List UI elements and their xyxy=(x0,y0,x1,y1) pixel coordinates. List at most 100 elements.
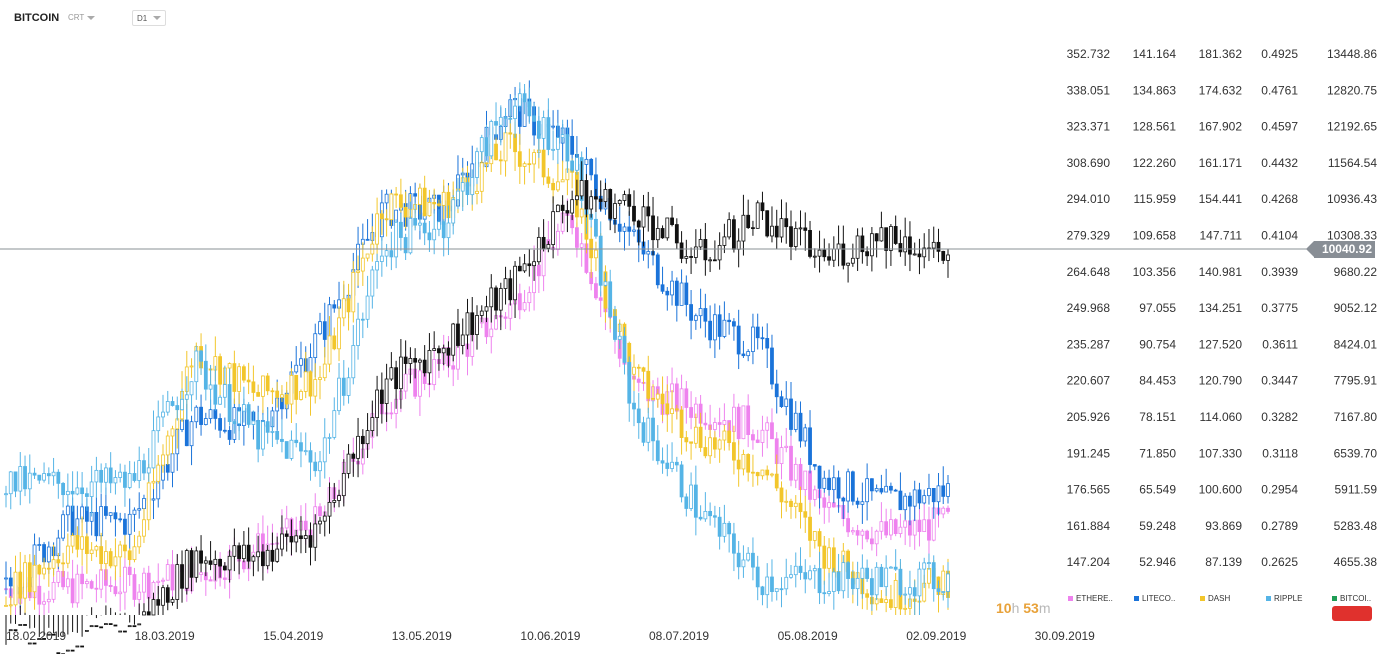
price-tick-label: 128.561 xyxy=(1133,120,1177,134)
candle-body xyxy=(522,93,527,103)
candle-body xyxy=(860,501,865,505)
candle-body xyxy=(798,502,803,513)
timeframe-select[interactable]: D1 xyxy=(132,10,166,26)
candle-body xyxy=(746,405,751,435)
candle-body xyxy=(641,367,646,372)
price-tick-label: 9052.12 xyxy=(1334,301,1378,315)
candle-body xyxy=(403,206,408,218)
candle-body xyxy=(389,193,394,221)
candle-body xyxy=(884,599,889,603)
candle-body xyxy=(751,434,755,441)
candle-body xyxy=(270,390,275,393)
date-tick-label: 10.06.2019 xyxy=(520,629,580,643)
candle-body xyxy=(161,587,165,606)
candle-body xyxy=(879,488,884,493)
candle-body xyxy=(651,215,655,241)
candle-timer: 10h 53m xyxy=(996,600,1051,616)
candle-body xyxy=(922,519,927,533)
candle-body xyxy=(137,623,142,626)
candle-body xyxy=(670,217,674,225)
legend-swatch xyxy=(1068,596,1073,601)
candle-body xyxy=(632,366,636,375)
candle-body xyxy=(665,403,670,414)
price-tick-label: 0.3118 xyxy=(1262,446,1298,460)
price-tick-label: 7795.91 xyxy=(1334,374,1378,388)
candle-body xyxy=(384,250,389,257)
candle-body xyxy=(318,520,322,525)
candle-body xyxy=(118,544,123,558)
candle-body xyxy=(375,261,379,271)
candle-body xyxy=(194,350,199,383)
candle-body xyxy=(437,348,441,354)
candle-body xyxy=(684,437,689,443)
red-action-button[interactable] xyxy=(1332,606,1372,621)
candle-body xyxy=(703,511,708,520)
candle-body xyxy=(479,162,484,192)
candle-body xyxy=(313,461,318,472)
candle-body xyxy=(75,535,80,550)
candle-body xyxy=(303,450,308,453)
candle-body xyxy=(789,574,793,578)
candle-body xyxy=(237,410,242,425)
candle-body xyxy=(104,506,108,516)
candle-body xyxy=(603,189,608,202)
chart-kind-select[interactable]: CRT xyxy=(68,13,96,22)
legend-item[interactable]: BITCOI.. xyxy=(1332,594,1387,603)
legend-item[interactable]: LITECO.. xyxy=(1134,594,1200,603)
candle-body xyxy=(156,464,161,482)
candle-body xyxy=(784,445,789,448)
candle-body xyxy=(51,559,56,569)
candle-body xyxy=(546,244,551,249)
candle-body xyxy=(746,552,751,561)
price-tick-label: 0.4432 xyxy=(1261,156,1298,170)
candle-body xyxy=(184,419,189,447)
candle-body xyxy=(284,518,289,529)
candle-body xyxy=(337,317,341,350)
candle-body xyxy=(808,516,812,541)
candle-body xyxy=(693,315,698,321)
candle-body xyxy=(432,202,437,205)
candle-body xyxy=(479,137,484,153)
candle-body xyxy=(765,210,770,237)
candle-body xyxy=(798,463,803,491)
candle-body xyxy=(118,591,123,595)
price-tick-label: 154.441 xyxy=(1199,192,1243,206)
candle-body xyxy=(927,567,931,584)
candle-body xyxy=(670,280,674,296)
candle-body xyxy=(294,364,299,373)
candle-body xyxy=(784,500,789,503)
price-tick-label: 235.287 xyxy=(1067,337,1111,351)
candle-body xyxy=(946,483,950,497)
candle-body xyxy=(827,502,831,508)
candle-body xyxy=(398,356,403,390)
legend-item[interactable]: ETHERE.. xyxy=(1068,594,1134,603)
candle-body xyxy=(508,117,513,120)
candle-body xyxy=(89,581,94,589)
candle-body xyxy=(865,251,870,257)
candle-body xyxy=(817,249,822,257)
candle-body xyxy=(846,471,850,502)
candle-body xyxy=(99,546,104,565)
candle-body xyxy=(598,198,603,202)
candle-body xyxy=(241,404,246,412)
legend-item[interactable]: DASH xyxy=(1200,594,1266,603)
date-tick-label: 18.02.2019 xyxy=(6,629,66,643)
candle-body xyxy=(889,599,893,608)
price-tick-label: 59.248 xyxy=(1139,519,1176,533)
candle-body xyxy=(351,345,356,379)
candle-body xyxy=(61,562,65,565)
candle-body xyxy=(398,194,403,208)
price-tick-label: 338.051 xyxy=(1067,83,1111,97)
candle-body xyxy=(513,105,517,120)
candle-body xyxy=(831,477,836,491)
candle-body xyxy=(793,227,798,247)
candle-body xyxy=(99,626,104,629)
candle-body xyxy=(517,151,522,167)
candle-body xyxy=(441,347,446,354)
candle-body xyxy=(451,365,456,370)
candle-body xyxy=(712,437,717,450)
legend-item[interactable]: RIPPLE xyxy=(1266,594,1332,603)
symbol-label[interactable]: BITCOIN xyxy=(14,12,60,24)
candle-body xyxy=(698,239,703,248)
